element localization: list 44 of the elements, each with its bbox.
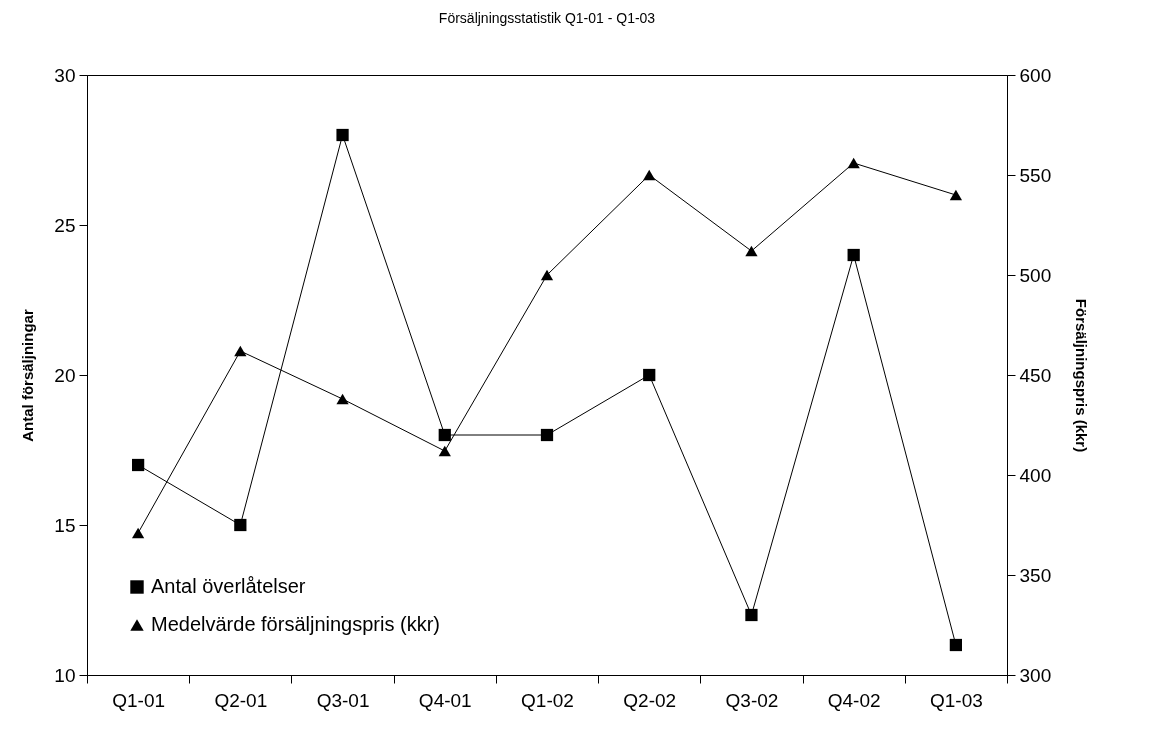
x-tick-label: Q1-01 (112, 689, 166, 711)
x-tick-label: Q4-02 (827, 689, 881, 711)
point (643, 169, 656, 181)
point (438, 428, 451, 442)
point (847, 157, 860, 169)
y2-tick-label: 300 (1019, 664, 1052, 686)
y2-axis-title: Försäljningspris (kkr) (1073, 298, 1091, 453)
point (540, 428, 554, 442)
x-tick-label: Q1-03 (929, 689, 983, 711)
y-tick-label: 25 (54, 214, 76, 236)
x-tick-label: Q4-01 (418, 689, 472, 711)
y2-tick-label: 600 (1019, 64, 1052, 86)
y-tick-label: 15 (54, 514, 76, 536)
y-tick-label: 10 (54, 664, 76, 686)
point (745, 608, 758, 622)
y2-tick-label: 400 (1019, 464, 1052, 486)
x-tick-label: Q3-01 (316, 689, 370, 711)
y-tick-label: 30 (54, 64, 76, 86)
chart-title: Försäljningsstatistik Q1-01 - Q1-03 (438, 10, 656, 26)
point (949, 189, 963, 201)
legend-label: Antal överlåtelser (151, 575, 306, 597)
point (745, 245, 758, 257)
x-tick-label: Q2-01 (214, 689, 268, 711)
y2-tick-label: 450 (1019, 364, 1052, 386)
y2-tick-label: 550 (1019, 164, 1052, 186)
point (234, 518, 247, 532)
y-axis-title: Antal försäljningar (19, 309, 37, 442)
x-tick-label: Q2-02 (623, 689, 677, 711)
point (336, 393, 349, 405)
point (643, 368, 656, 382)
legend-label: Medelvärde försäljningspris (kkr) (151, 613, 440, 635)
y2-tick-label: 500 (1019, 264, 1052, 286)
point (949, 638, 963, 652)
y2-tick-label: 350 (1019, 564, 1052, 586)
y-tick-label: 20 (54, 364, 76, 386)
x-tick-label: Q1-02 (521, 689, 574, 711)
point (438, 445, 451, 457)
point (847, 248, 860, 262)
point (131, 458, 145, 472)
point (131, 527, 145, 539)
point (540, 269, 554, 281)
point (234, 345, 247, 357)
x-tick-label: Q3-02 (725, 689, 779, 711)
point (336, 128, 349, 142)
